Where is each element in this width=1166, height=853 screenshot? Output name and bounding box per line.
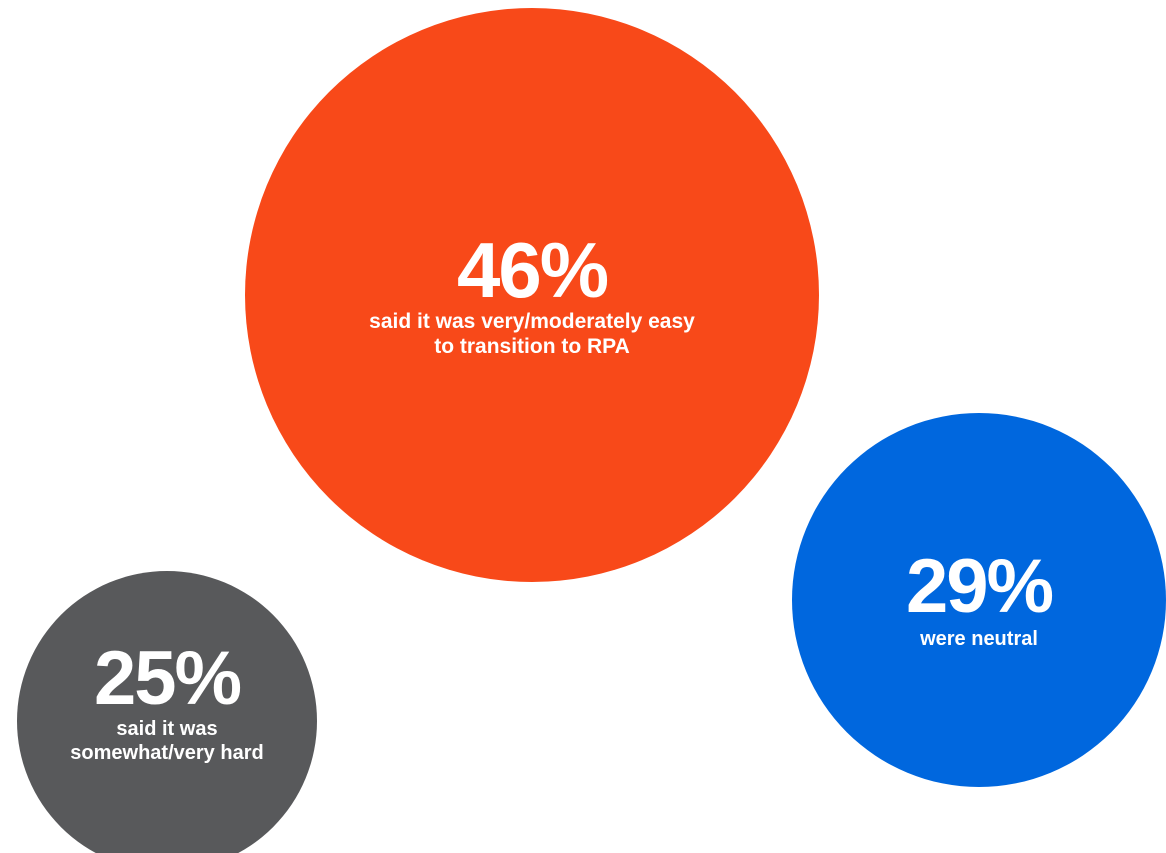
bubble-neutral-percent: 29% [905,544,1054,629]
bubble-easy-description: said it was very/moderately easy to tran… [369,309,695,358]
bubble-neutral-description: were neutral [920,628,1038,650]
bubble-easy: 46% said it was very/moderately easy to … [245,8,819,582]
bubble-hard-percent: 25% [93,636,242,721]
bubble-hard: 25% said it was somewhat/very hard [17,571,317,853]
bubble-neutral: 29% were neutral [792,413,1166,787]
bubble-hard-description: said it was somewhat/very hard [70,718,264,764]
bubble-easy-percent: 46% [456,225,609,314]
